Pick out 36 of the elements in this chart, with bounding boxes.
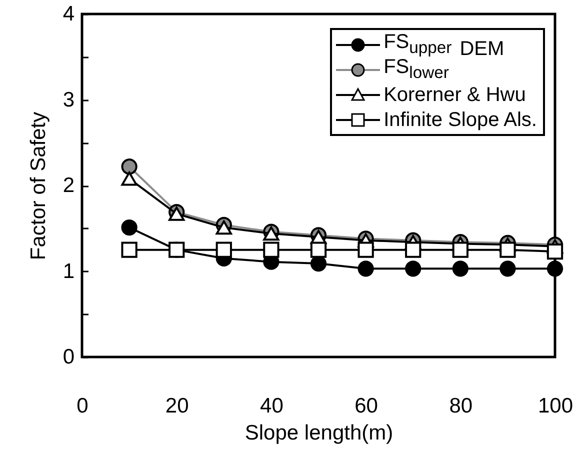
point [121,172,138,186]
point [263,242,280,258]
y-tick-label: 2 [62,174,74,197]
point [121,242,138,258]
x-axis-title: Slope length(m) [244,422,394,444]
point [452,260,468,277]
point [405,260,422,277]
point [121,158,138,175]
point [546,260,564,277]
x-tick-label: 100 [538,394,574,418]
legend-label: Infinite Slope Als. [384,108,537,132]
point [452,242,468,258]
point [216,242,232,258]
x-tick-label: 40 [260,394,284,418]
y-tick-label: 4 [62,2,75,26]
x-tick-label: 60 [354,394,378,418]
legend-label: FS$_{lower}$ [384,56,449,84]
point [358,260,374,277]
point [310,242,327,258]
legend-label: FS$_{upper}$ [384,30,452,56]
point [216,220,232,235]
x-tick-label: 20 [165,394,189,418]
point [500,242,516,258]
point [500,260,516,277]
y-tick-label: 3 [62,88,74,112]
y-axis-title: Factor of Safety [26,111,50,260]
point [405,242,422,258]
point [358,242,374,258]
point [121,219,138,236]
annotation: DEM [460,36,504,60]
point [546,243,564,260]
x-tick-label: 80 [449,394,473,418]
legend-label: Korerner & Hwu [384,82,526,106]
y-tick-label: 1 [62,260,74,283]
x-tick-label: 0 [76,394,88,418]
y-tick-label: 0 [62,346,74,368]
